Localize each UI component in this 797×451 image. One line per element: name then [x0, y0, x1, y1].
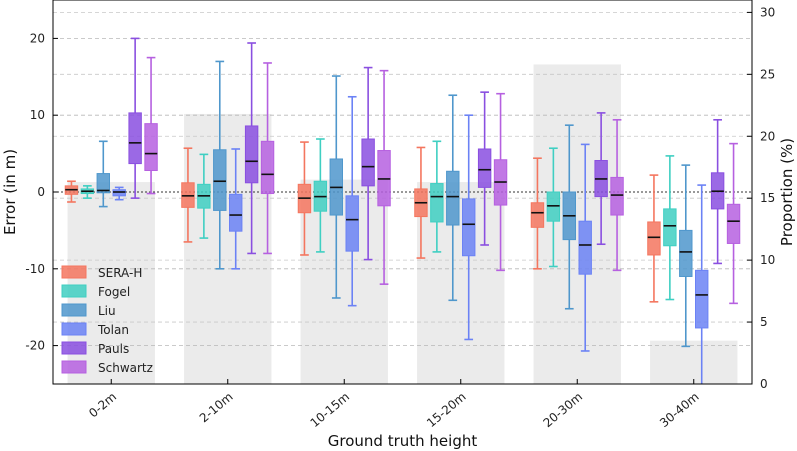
legend-swatch: [61, 322, 87, 336]
box: [361, 138, 375, 187]
box: [610, 176, 624, 216]
box: [578, 220, 592, 275]
legend: SERA-H Fogel Liu Tolan Pauls Schwartz: [61, 265, 153, 375]
y-tick-label-left: -20: [25, 339, 45, 353]
box: [96, 173, 110, 194]
series-fogel: [80, 138, 677, 301]
x-tick-label: 15-20m: [424, 390, 469, 431]
y-tick-label-left: 0: [37, 185, 45, 199]
box: [726, 203, 741, 244]
box: [647, 221, 661, 256]
box: [679, 229, 693, 277]
box: [430, 183, 444, 223]
box: [213, 149, 227, 211]
proportion-bars: [67, 64, 738, 384]
proportion-bar: [300, 179, 388, 384]
legend-swatch: [61, 341, 87, 355]
y-tick-label-left: 20: [30, 31, 45, 45]
box: [530, 202, 545, 228]
x-axis-title: Ground truth height: [328, 432, 478, 450]
x-tick-label: 30-40m: [657, 390, 702, 431]
y-tick-label-left: -10: [25, 262, 45, 276]
y-tick-label-right: 0: [760, 377, 768, 391]
y-tick-label-left: 10: [30, 108, 45, 122]
box: [229, 193, 243, 232]
y-tick-label-right: 25: [760, 67, 775, 81]
x-tick-label: 2-10m: [197, 390, 236, 426]
y-axis-title-left: Error (in m): [1, 149, 19, 235]
series-sera-h: [64, 141, 661, 303]
box: [244, 125, 259, 184]
legend-label: Pauls: [98, 342, 129, 356]
y-axis-title-right: Proportion (%): [778, 138, 796, 246]
legend-label: Liu: [98, 304, 116, 318]
y-tick-label-right: 10: [760, 253, 775, 267]
proportion-bar: [650, 340, 738, 384]
x-tick-label: 0-2m: [86, 390, 119, 421]
y-tick-label-right: 20: [760, 129, 775, 143]
series-schwartz: [144, 56, 741, 305]
box: [144, 123, 158, 171]
legend-label: SERA-H: [98, 266, 142, 280]
series-pauls: [128, 37, 725, 265]
legend-swatch: [61, 360, 87, 374]
box: [260, 140, 275, 195]
box: [128, 112, 142, 165]
proportion-bar: [533, 64, 621, 384]
legend-swatch: [61, 284, 87, 298]
legend-label: Fogel: [98, 285, 130, 299]
series-liu: [96, 60, 693, 348]
box-series: [64, 37, 741, 384]
box: [663, 208, 677, 247]
box: [462, 198, 476, 257]
legend-swatch: [61, 303, 87, 317]
box: [345, 195, 359, 252]
y-tick-label-right: 15: [760, 191, 775, 205]
box: [446, 170, 460, 226]
y-tick-label-right: 5: [760, 315, 768, 329]
x-tick-label: 20-30m: [541, 390, 586, 431]
x-tick-label: 10-15m: [308, 390, 353, 431]
box: [477, 148, 492, 188]
series-tolan: [112, 95, 709, 384]
box: [695, 269, 709, 329]
y-tick-label-right: 30: [760, 5, 775, 19]
legend-swatch: [61, 265, 87, 279]
legend-label: Tolan: [97, 323, 129, 337]
grid-lines: [53, 11, 752, 347]
legend-label: Schwartz: [98, 361, 153, 375]
